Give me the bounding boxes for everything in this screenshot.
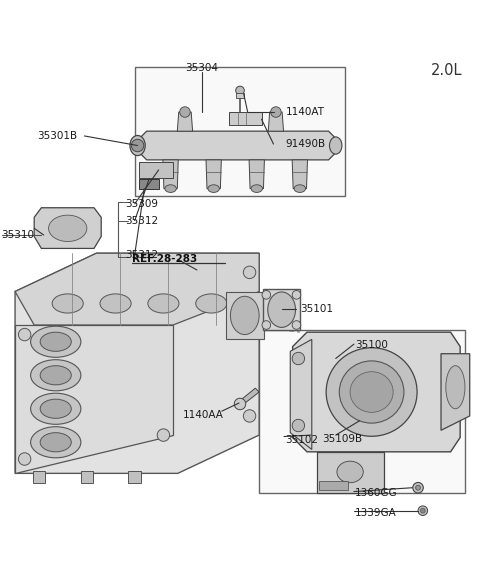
Bar [226,292,264,339]
Ellipse shape [268,292,296,328]
Polygon shape [293,332,460,452]
Polygon shape [206,160,221,188]
Polygon shape [249,160,264,188]
Circle shape [292,321,301,329]
Ellipse shape [40,433,72,452]
Text: 2.0L: 2.0L [431,63,463,78]
Circle shape [262,321,271,329]
Ellipse shape [31,360,81,391]
Bar [33,471,45,483]
Polygon shape [292,160,308,188]
Ellipse shape [350,372,393,412]
Ellipse shape [40,332,72,352]
Polygon shape [163,160,178,188]
Ellipse shape [31,393,81,424]
Polygon shape [290,339,312,449]
Text: 35304: 35304 [185,63,218,73]
Circle shape [420,508,425,513]
Bar [259,330,465,493]
Polygon shape [177,112,192,131]
Bar [129,471,141,483]
Polygon shape [15,253,259,325]
Ellipse shape [329,137,342,154]
Polygon shape [140,131,336,160]
Polygon shape [441,354,470,430]
Text: 1140AT: 1140AT [286,107,324,117]
Text: 35101: 35101 [300,304,333,314]
Ellipse shape [251,185,263,192]
Bar [81,471,93,483]
Circle shape [236,86,244,95]
Ellipse shape [165,185,176,192]
Text: 35301B: 35301B [37,131,77,141]
Polygon shape [229,112,262,125]
Text: 91490B: 91490B [286,139,325,149]
Text: REF.28-283: REF.28-283 [132,254,198,265]
Circle shape [292,290,301,299]
Polygon shape [317,452,384,493]
Polygon shape [140,179,158,188]
Text: 1140AA: 1140AA [182,410,223,420]
Circle shape [243,410,256,422]
Circle shape [180,107,190,117]
Polygon shape [15,253,259,473]
Ellipse shape [208,185,219,192]
Ellipse shape [326,347,417,436]
Circle shape [416,485,420,490]
Circle shape [292,419,305,432]
Polygon shape [34,208,101,248]
Bar [319,480,348,490]
Circle shape [292,352,305,365]
Circle shape [413,483,423,493]
Text: 35109B: 35109B [323,434,362,444]
Ellipse shape [130,135,145,156]
Text: 35309: 35309 [125,199,158,209]
Circle shape [243,266,256,279]
Ellipse shape [100,294,131,313]
Polygon shape [235,388,259,404]
Text: 35100: 35100 [355,340,388,350]
Ellipse shape [339,361,404,423]
Ellipse shape [31,427,81,458]
Circle shape [262,290,271,299]
Text: 35102: 35102 [286,435,318,445]
Ellipse shape [52,294,83,313]
Polygon shape [268,112,284,131]
Text: 1360GG: 1360GG [355,488,397,498]
Ellipse shape [31,326,81,357]
Text: 35310: 35310 [0,230,34,240]
Polygon shape [15,325,173,473]
Ellipse shape [40,399,72,419]
Circle shape [271,107,281,117]
Ellipse shape [446,366,465,409]
Ellipse shape [196,294,227,313]
Ellipse shape [294,185,306,192]
Bar [236,93,244,98]
Text: 1339GA: 1339GA [355,508,396,518]
Circle shape [18,453,31,465]
Ellipse shape [230,296,259,335]
Circle shape [234,398,246,410]
Ellipse shape [48,215,87,241]
Bar [135,66,345,196]
Circle shape [132,139,144,152]
Ellipse shape [148,294,179,313]
Circle shape [18,328,31,341]
Text: 35312: 35312 [125,250,158,259]
Polygon shape [140,162,173,178]
Polygon shape [263,289,300,330]
Ellipse shape [337,461,363,483]
Text: 35312: 35312 [125,216,158,226]
Circle shape [418,506,428,515]
Circle shape [157,429,169,441]
Ellipse shape [40,366,72,385]
